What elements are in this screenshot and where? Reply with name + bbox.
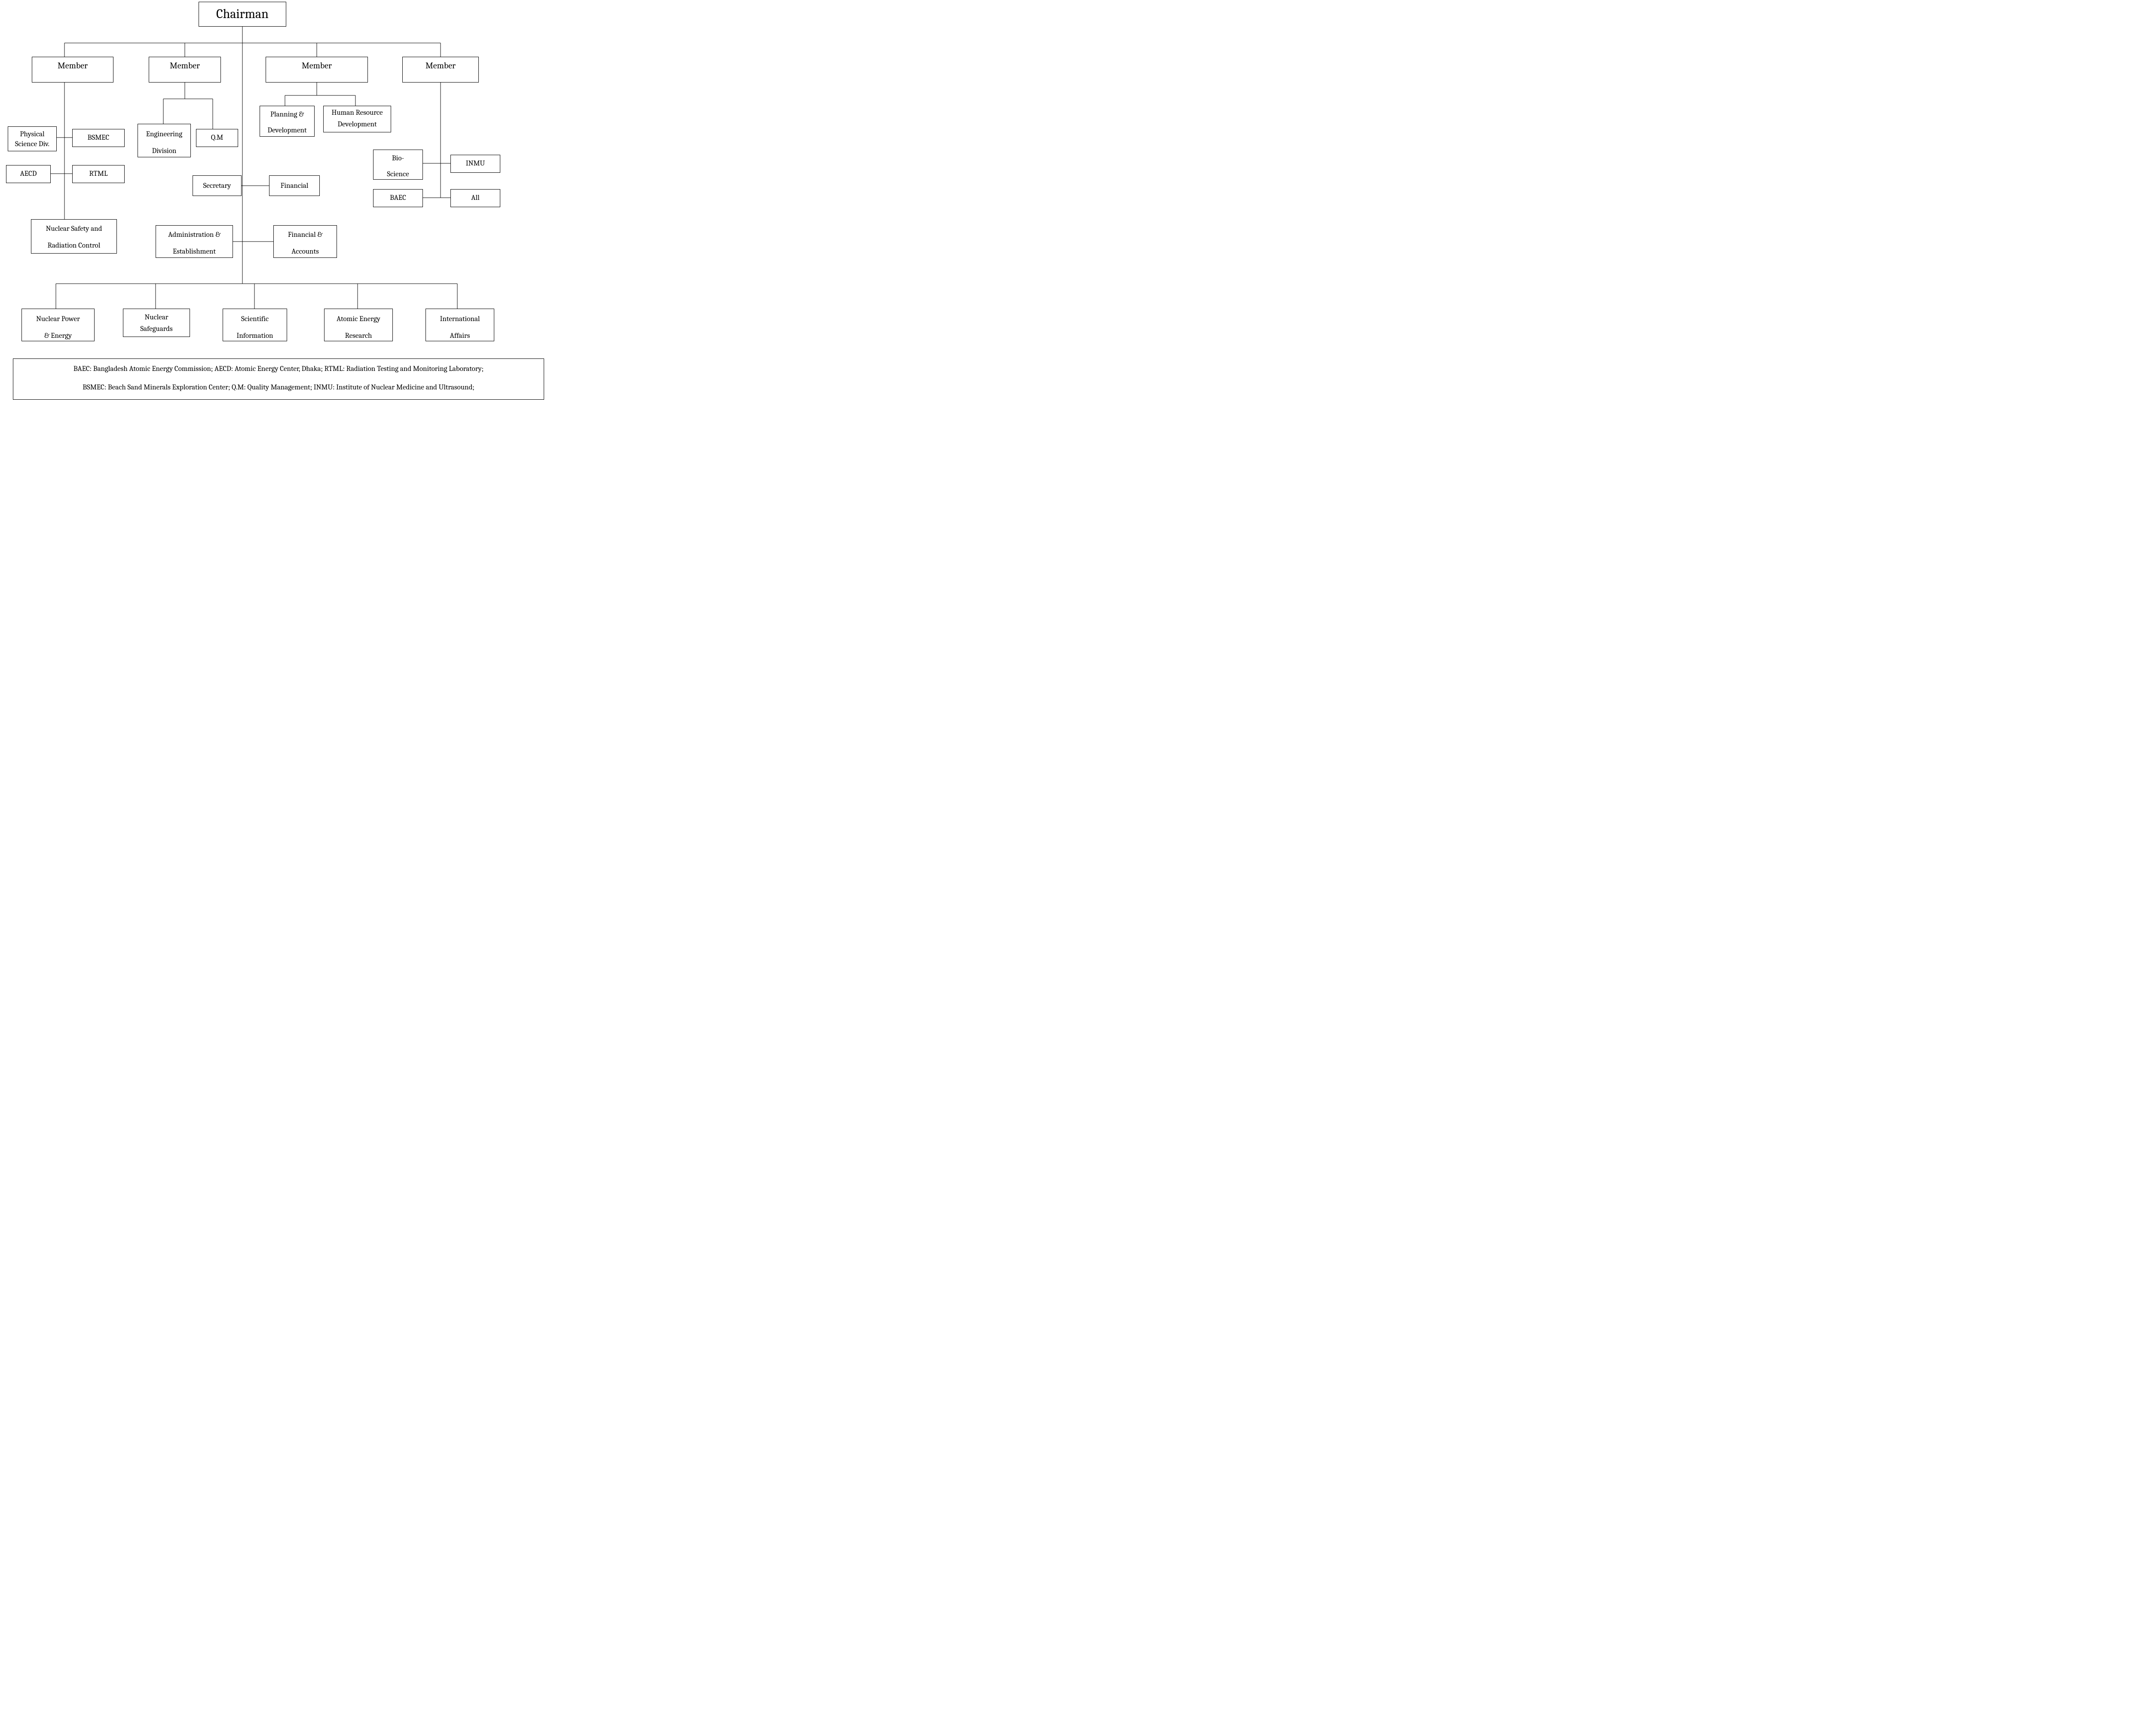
- node-label-1: Planning &: [260, 106, 314, 119]
- node-fa: Financial &Accounts: [273, 225, 337, 258]
- node-label-1: INMU: [451, 155, 500, 168]
- node-label-1: Financial: [269, 176, 319, 190]
- node-label-2: Establishment: [156, 239, 233, 256]
- node-inmu: INMU: [450, 155, 500, 173]
- node-label-1: BSMEC: [73, 129, 124, 142]
- node-label-2: Safeguards: [123, 321, 190, 333]
- node-label-1: Member: [266, 57, 367, 70]
- legend-line-2: BSMEC: Beach Sand Minerals Exploration C…: [13, 383, 544, 392]
- node-financial: Financial: [269, 175, 320, 196]
- node-hrd: Human ResourceDevelopment: [323, 106, 391, 132]
- node-label-1: BAEC: [373, 190, 422, 202]
- node-nsrc: Nuclear Safety andRadiation Control: [31, 219, 117, 254]
- node-label-1: Scientific: [223, 309, 287, 323]
- node-label-2: Physical Science: [32, 70, 113, 83]
- node-label-1: Member: [149, 57, 220, 70]
- node-label-1: Administration &: [156, 226, 233, 239]
- node-member_bio: MemberBio-Science: [402, 57, 479, 83]
- node-label-2: Science Div.: [8, 138, 56, 148]
- node-bsmec: BSMEC: [72, 129, 125, 147]
- node-label-2: Research: [324, 323, 392, 340]
- node-secretary: Secretary: [193, 175, 242, 196]
- node-member_eng: MemberEngineering: [149, 57, 221, 83]
- node-nsg: NuclearSafeguards: [123, 309, 190, 337]
- node-engdiv: EngineeringDivision: [138, 124, 191, 157]
- node-intl: InternationalAffairs: [426, 309, 494, 341]
- node-label-1: Secretary: [193, 176, 241, 190]
- node-label-1: AECD: [6, 165, 50, 178]
- node-label-2: Development: [260, 119, 314, 135]
- node-admin: Administration &Establishment: [156, 225, 233, 258]
- node-label-1: Financial &: [274, 226, 337, 239]
- node-label-2: Accounts: [274, 239, 337, 256]
- node-label-1: RTML: [73, 165, 124, 178]
- node-label-2: & Energy: [22, 323, 94, 340]
- node-baec: BAEC: [373, 189, 423, 207]
- node-member_ps: MemberPhysical Science: [32, 57, 113, 83]
- node-chairman: Chairman: [199, 2, 286, 27]
- node-label-1: Bio-: [373, 150, 422, 162]
- node-label-2: Planning & Development: [266, 70, 367, 83]
- node-label-1: Nuclear: [123, 309, 190, 321]
- node-label-2: Development: [324, 117, 391, 129]
- node-member_pd: MemberPlanning & Development: [266, 57, 368, 83]
- node-label-2: Engineering: [149, 70, 220, 83]
- node-label-2: Information: [223, 323, 287, 340]
- node-label-1: Nuclear Safety and: [31, 220, 116, 233]
- node-label-1: Member: [32, 57, 113, 70]
- node-label-1: Atomic Energy: [324, 309, 392, 323]
- node-label-2: Bio-Science: [403, 70, 478, 83]
- org-chart: BAEC: Bangladesh Atomic Energy Commissio…: [0, 0, 558, 434]
- node-label-1: Human Resource: [324, 106, 391, 117]
- legend-line-1: BAEC: Bangladesh Atomic Energy Commissio…: [13, 365, 544, 373]
- node-label-1: Engineering: [138, 124, 190, 138]
- node-label-2: Science: [373, 162, 422, 178]
- node-qm: Q.M: [196, 129, 238, 147]
- node-label-2: Radiation Control: [31, 233, 116, 250]
- node-label-1: Nuclear Power: [22, 309, 94, 323]
- node-rtml: RTML: [72, 165, 125, 183]
- node-label-2: Affairs: [426, 323, 494, 340]
- node-npe: Nuclear Power& Energy: [21, 309, 95, 341]
- node-allnm: All: [450, 189, 500, 207]
- node-sci: ScientificInformation: [223, 309, 287, 341]
- node-psd: PhysicalScience Div.: [8, 126, 57, 151]
- node-pd: Planning &Development: [260, 106, 315, 137]
- node-label-1: Member: [403, 57, 478, 70]
- node-label-1: All: [451, 190, 500, 202]
- legend-box: BAEC: Bangladesh Atomic Energy Commissio…: [13, 358, 544, 400]
- node-label-1: Chairman: [199, 2, 286, 21]
- node-label-2: Division: [138, 138, 190, 155]
- node-aer: Atomic EnergyResearch: [324, 309, 393, 341]
- node-label-1: Physical: [8, 127, 56, 138]
- node-label-1: Q.M: [196, 129, 238, 142]
- node-aecd: AECD: [6, 165, 51, 183]
- node-label-1: International: [426, 309, 494, 323]
- node-biosci: Bio-Science: [373, 150, 423, 180]
